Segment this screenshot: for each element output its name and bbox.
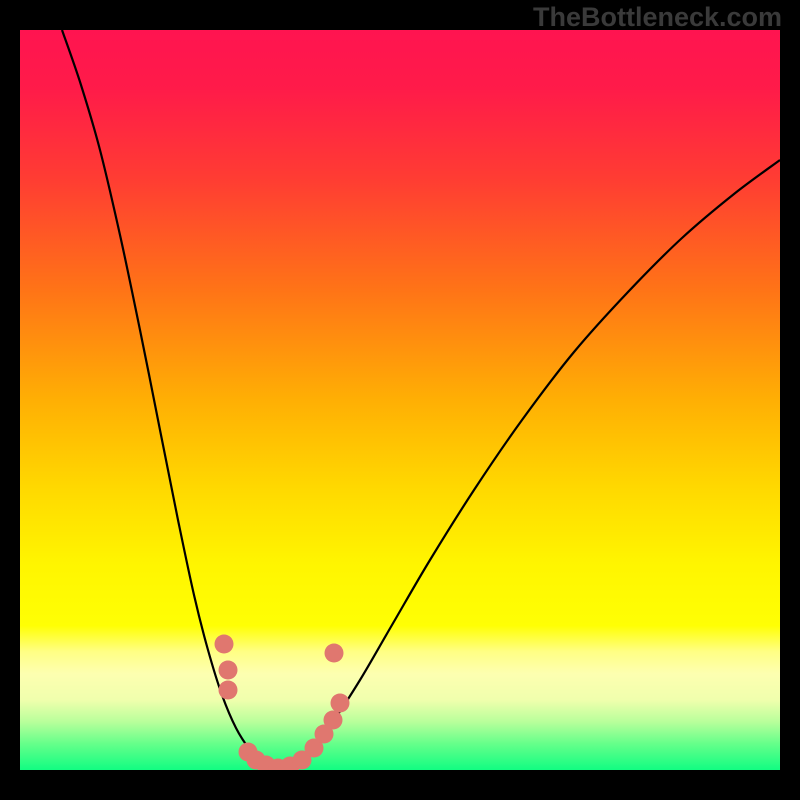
- data-point: [324, 711, 343, 730]
- bottleneck-chart: [0, 0, 800, 800]
- frame-left: [0, 0, 20, 800]
- watermark-text: TheBottleneck.com: [533, 2, 782, 33]
- frame-right: [780, 0, 800, 800]
- data-point: [219, 661, 238, 680]
- data-point: [219, 681, 238, 700]
- data-point: [331, 694, 350, 713]
- data-point: [325, 644, 344, 663]
- gradient-background: [20, 30, 780, 770]
- frame-bottom: [0, 770, 800, 800]
- data-point: [215, 635, 234, 654]
